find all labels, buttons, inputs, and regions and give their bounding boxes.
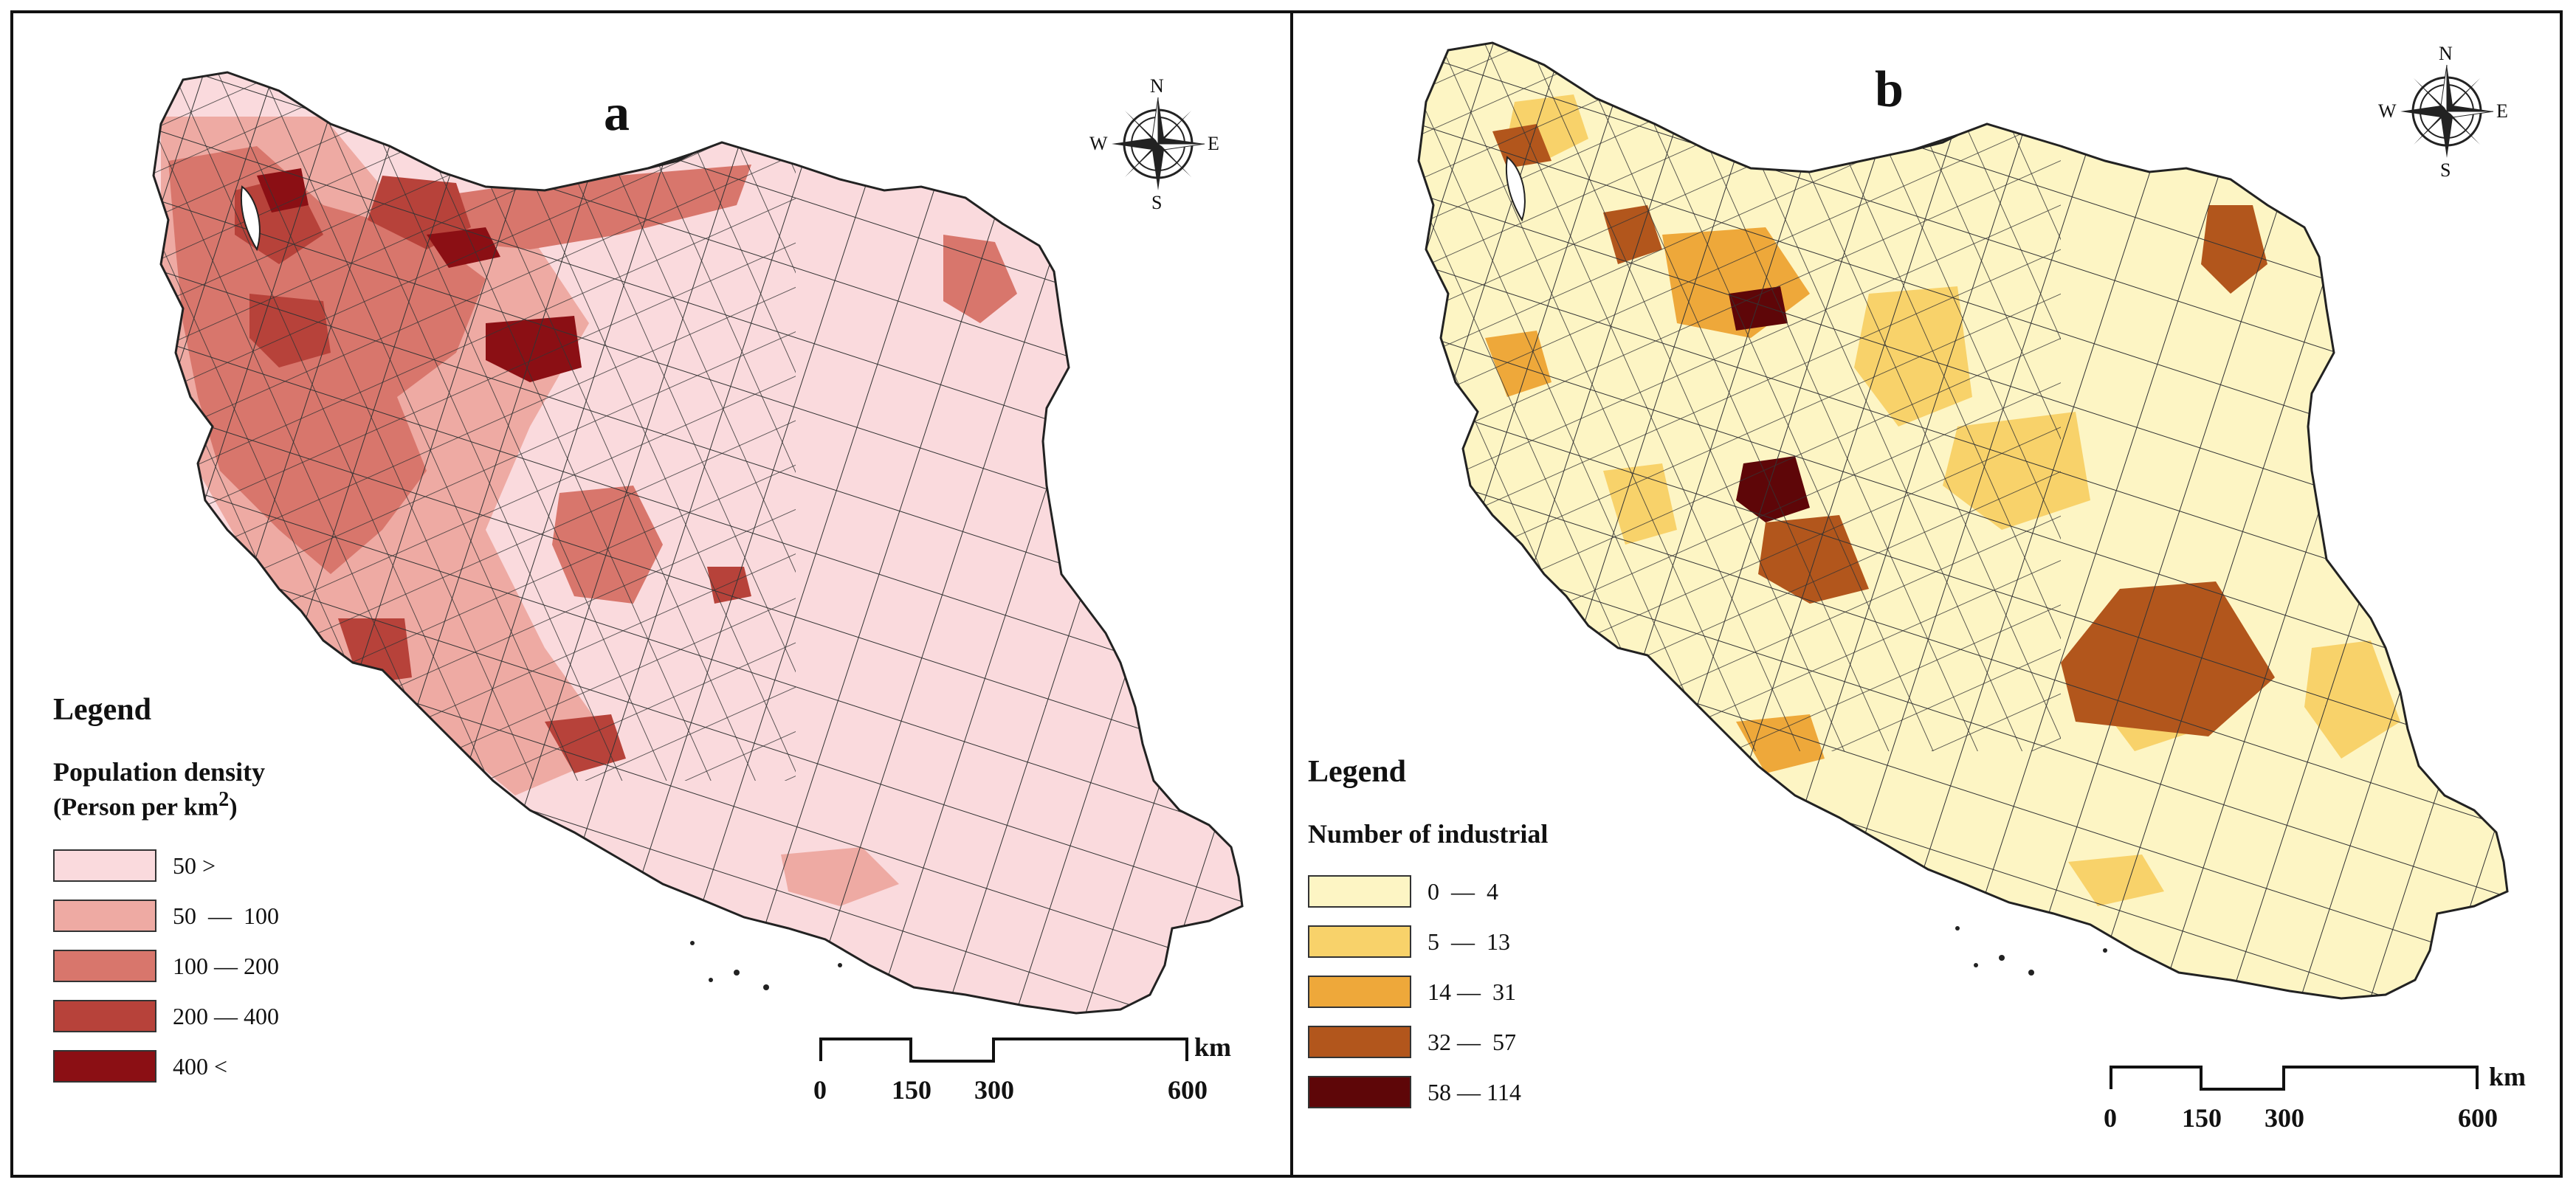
compass-north: N xyxy=(1150,75,1164,97)
legend-swatch xyxy=(53,1000,156,1033)
scale-tick: 600 xyxy=(1168,1075,1208,1105)
compass-south: S xyxy=(2440,159,2451,181)
legend-unit-suffix: ) xyxy=(229,793,238,821)
legend-swatch xyxy=(1308,1076,1411,1108)
scale-tick: 150 xyxy=(892,1075,931,1105)
legend-item-label: 58 — 114 xyxy=(1428,1078,1521,1105)
figure-frame xyxy=(10,10,2563,1178)
legend-swatch xyxy=(1308,875,1411,908)
legend-unit-prefix: (Person per km xyxy=(53,793,219,821)
scale-unit: km xyxy=(2489,1062,2527,1091)
legend-swatch xyxy=(1308,1026,1411,1058)
panel-b-industrial-count: b N S E W Legend Number of industrial 0 … xyxy=(1293,13,2560,1175)
compass-east: E xyxy=(2496,100,2508,122)
scale-bar: 0 150 300 600 km xyxy=(2104,1060,2536,1148)
panel-divider xyxy=(1290,10,1293,1178)
panel-a-population-density: a N S E W Legend Population density (Per… xyxy=(13,13,1290,1175)
compass-north: N xyxy=(2439,43,2453,64)
legend-unit: (Person per km2) xyxy=(53,788,279,821)
legend-swatch xyxy=(53,900,156,933)
legend-item-label: 14 — 31 xyxy=(1428,978,1516,1005)
legend-item: 50 — 100 xyxy=(53,891,279,941)
legend-item-label: 100 — 200 xyxy=(173,952,279,979)
scale-tick: 300 xyxy=(974,1075,1014,1105)
scale-tick: 150 xyxy=(2182,1103,2222,1133)
legend-unit-superscript: 2 xyxy=(218,788,230,811)
compass-east: E xyxy=(1208,133,1219,154)
legend-item-label: 400 < xyxy=(173,1052,228,1080)
compass-rose-icon: N S E W xyxy=(1089,75,1221,213)
legend-industrial-count: Legend Number of industrial 0 — 4 5 — 13… xyxy=(1308,754,1548,1117)
legend-item-label: 5 — 13 xyxy=(1428,928,1510,955)
legend-item-label: 0 — 4 xyxy=(1428,877,1498,905)
compass-west: W xyxy=(1089,133,1108,154)
legend-swatch xyxy=(53,1050,156,1083)
compass-rose-icon: N S E W xyxy=(2378,43,2510,181)
scale-tick: 300 xyxy=(2265,1103,2304,1133)
legend-item: 32 — 57 xyxy=(1308,1017,1548,1067)
legend-title: Legend xyxy=(53,693,152,727)
legend-swatch xyxy=(1308,925,1411,958)
legend-item: 400 < xyxy=(53,1041,279,1091)
panel-label: b xyxy=(1875,61,1904,118)
legend-item: 200 — 400 xyxy=(53,991,279,1041)
scale-bar-line xyxy=(819,1038,1188,1063)
legend-item: 100 — 200 xyxy=(53,941,279,991)
compass-west: W xyxy=(2378,100,2397,122)
legend-subtitle: Population density xyxy=(53,757,266,787)
legend-swatch xyxy=(53,849,156,883)
legend-title: Legend xyxy=(1308,755,1407,789)
legend-item: 58 — 114 xyxy=(1308,1067,1548,1117)
legend-item-label: 50 — 100 xyxy=(173,902,279,929)
legend-item-label: 32 — 57 xyxy=(1428,1028,1516,1055)
scale-tick: 0 xyxy=(2104,1103,2117,1133)
panel-label: a xyxy=(604,85,630,142)
scale-tick: 600 xyxy=(2458,1103,2498,1133)
map-iran-industrial-count xyxy=(1417,41,2509,1000)
legend-subtitle: Number of industrial xyxy=(1308,819,1549,849)
compass-south: S xyxy=(1151,192,1163,213)
legend-item: 14 — 31 xyxy=(1308,967,1548,1017)
map-iran-population-density xyxy=(152,71,1244,1015)
legend-swatch xyxy=(53,950,156,983)
legend-swatch xyxy=(1308,976,1411,1008)
scale-unit: km xyxy=(1194,1032,1232,1062)
scale-bar-line xyxy=(2110,1066,2479,1091)
legend-item: 5 — 13 xyxy=(1308,916,1548,967)
legend-item-label: 50 > xyxy=(173,852,216,879)
scale-tick: 0 xyxy=(813,1075,827,1105)
legend-item: 50 > xyxy=(53,840,279,891)
scale-bar: 0 150 300 600 km xyxy=(813,1032,1246,1120)
legend-population-density: Legend Population density (Person per km… xyxy=(53,692,279,1091)
legend-item: 0 — 4 xyxy=(1308,866,1548,916)
legend-item-label: 200 — 400 xyxy=(173,1002,279,1029)
